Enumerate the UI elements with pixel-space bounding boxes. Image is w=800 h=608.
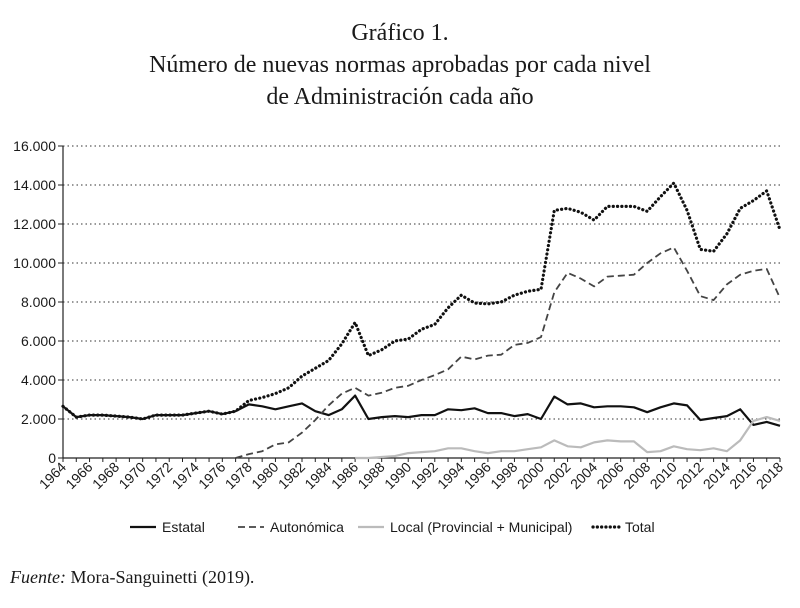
series-line-0 [62,394,781,427]
x-tick-label: 1968 [89,459,122,492]
x-tick-label: 1976 [195,459,228,492]
legend-label-3: Total [625,519,655,535]
grid-lines [63,145,780,420]
legend-label-1: Autonómica [270,519,344,535]
x-tick-label: 1998 [487,459,520,492]
legend-label-2: Local (Provincial + Municipal) [390,519,572,535]
source-text: Mora-Sanguinetti (2019). [70,567,255,587]
x-tick-label: 2004 [567,459,600,492]
series-lines [61,181,782,460]
chart-title-line-3: de Administración cada año [266,84,534,110]
y-tick-label: 16.000 [13,138,56,154]
x-tick-label: 1966 [62,459,95,492]
y-tick-label: 8.000 [21,294,56,310]
x-tick-label: 2006 [593,459,626,492]
x-tick-label: 2012 [673,459,706,492]
y-tick-label: 4.000 [21,372,56,388]
x-tick-label: 2018 [753,459,786,492]
x-tick-label: 2002 [540,459,573,492]
x-tick-label: 2014 [700,459,733,492]
legend: Estatal Autonómica Local (Provincial + Mun… [130,519,655,535]
series-line-1 [235,246,781,459]
x-tick-label: 1996 [461,459,494,492]
x-tick-label: 1982 [275,459,308,492]
source-note: Fuente: Mora-Sanguinetti (2019). [10,567,254,588]
y-tick-label: 6.000 [21,333,56,349]
x-tick-label: 1974 [169,459,202,492]
y-tick-label: 10.000 [13,255,56,271]
x-tick-label: 1994 [434,459,467,492]
x-tick-label: 1980 [248,459,281,492]
x-tick-label: 1986 [328,459,361,492]
line-chart: 0 2.000 4.000 6.000 8.000 10.000 12.000 14.000 1… [13,138,786,535]
x-tick-label: 2016 [726,459,759,492]
y-tick-label: 2.000 [21,411,56,427]
series-line-3 [61,181,782,421]
x-tick-label: 1984 [301,459,334,492]
y-axis-ticks: 0 2.000 4.000 6.000 8.000 10.000 12.000 14.000 1… [13,138,63,466]
x-axis-ticks: 1964196619681970197219741976197819801982… [36,458,786,492]
source-label: Fuente: [10,567,66,587]
x-tick-label: 1970 [115,459,148,492]
chart-title-line-1: Gráfico 1. [351,20,449,46]
x-tick-label: 2000 [514,459,547,492]
x-tick-label: 2010 [647,459,680,492]
y-tick-label: 0 [48,450,56,466]
x-tick-label: 1972 [142,459,175,492]
series-line-2 [355,416,781,460]
x-tick-label: 1964 [36,459,69,492]
axes [62,146,780,459]
x-tick-label: 1992 [408,459,441,492]
y-tick-label: 14.000 [13,177,56,193]
y-tick-label: 12.000 [13,216,56,232]
x-tick-label: 1978 [222,459,255,492]
x-tick-label: 1988 [354,459,387,492]
chart-title-line-2: Número de nuevas normas aprobadas por ca… [149,52,651,78]
x-tick-label: 1990 [381,459,414,492]
legend-label-0: Estatal [162,519,205,535]
x-tick-label: 2008 [620,459,653,492]
